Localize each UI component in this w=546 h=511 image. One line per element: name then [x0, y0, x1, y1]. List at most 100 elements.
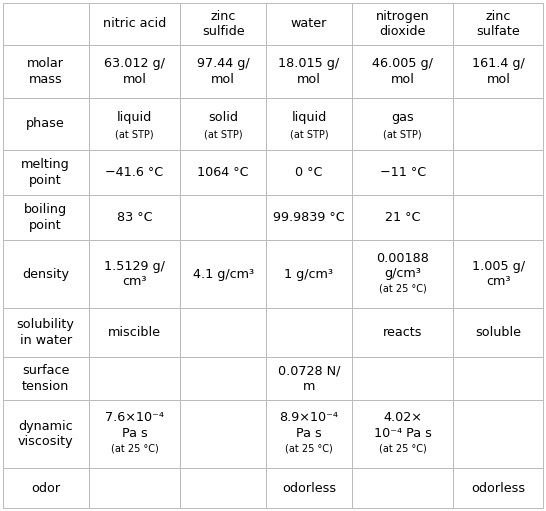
Text: 4.1 g/cm³: 4.1 g/cm³	[193, 268, 254, 281]
Text: 97.44 g/
mol: 97.44 g/ mol	[197, 57, 250, 86]
Bar	[453, 240, 543, 308]
Bar	[3, 308, 88, 357]
Text: dynamic
viscosity: dynamic viscosity	[18, 420, 74, 448]
Bar	[180, 98, 266, 150]
Bar	[180, 357, 266, 400]
Bar	[3, 400, 88, 468]
Text: liquid: liquid	[292, 111, 327, 124]
Text: (at 25 °C): (at 25 °C)	[285, 444, 333, 454]
Text: 1 g/cm³: 1 g/cm³	[284, 268, 334, 281]
Bar	[3, 98, 88, 150]
Bar	[266, 400, 352, 468]
Text: 0.00188
g/cm³: 0.00188 g/cm³	[376, 252, 429, 280]
Bar	[453, 3, 543, 45]
Bar	[352, 3, 453, 45]
Text: water: water	[291, 17, 327, 31]
Bar	[180, 240, 266, 308]
Text: (at STP): (at STP)	[204, 130, 242, 140]
Bar	[266, 308, 352, 357]
Bar	[266, 357, 352, 400]
Text: miscible: miscible	[108, 326, 161, 339]
Text: solubility
in water: solubility in water	[17, 318, 75, 347]
Text: odorless: odorless	[282, 482, 336, 495]
Text: zinc
sulfate: zinc sulfate	[477, 10, 520, 38]
Bar	[352, 45, 453, 98]
Text: phase: phase	[26, 117, 65, 130]
Text: 4.02×
10⁻⁴ Pa s: 4.02× 10⁻⁴ Pa s	[373, 411, 431, 440]
Bar	[453, 308, 543, 357]
Text: −41.6 °C: −41.6 °C	[105, 166, 163, 179]
Text: 0 °C: 0 °C	[295, 166, 323, 179]
Bar	[3, 3, 88, 45]
Text: reacts: reacts	[383, 326, 423, 339]
Bar	[352, 150, 453, 195]
Bar	[266, 240, 352, 308]
Text: (at STP): (at STP)	[115, 130, 153, 140]
Text: 161.4 g/
mol: 161.4 g/ mol	[472, 57, 525, 86]
Text: (at 25 °C): (at 25 °C)	[379, 284, 426, 294]
Bar	[352, 98, 453, 150]
Bar	[266, 45, 352, 98]
Bar	[88, 240, 180, 308]
Bar	[352, 357, 453, 400]
Bar	[88, 400, 180, 468]
Text: (at 25 °C): (at 25 °C)	[379, 444, 426, 454]
Bar	[3, 240, 88, 308]
Bar	[266, 468, 352, 508]
Text: −11 °C: −11 °C	[379, 166, 426, 179]
Bar	[453, 98, 543, 150]
Bar	[453, 45, 543, 98]
Bar	[453, 400, 543, 468]
Bar	[88, 3, 180, 45]
Bar	[88, 195, 180, 240]
Text: 99.9839 °C: 99.9839 °C	[273, 211, 345, 224]
Bar	[266, 3, 352, 45]
Text: 8.9×10⁻⁴
Pa s: 8.9×10⁻⁴ Pa s	[280, 411, 339, 440]
Text: 1.5129 g/
cm³: 1.5129 g/ cm³	[104, 260, 165, 288]
Bar	[3, 195, 88, 240]
Bar	[180, 400, 266, 468]
Text: nitrogen
dioxide: nitrogen dioxide	[376, 10, 430, 38]
Bar	[180, 45, 266, 98]
Text: 7.6×10⁻⁴
Pa s: 7.6×10⁻⁴ Pa s	[105, 411, 164, 440]
Bar	[3, 468, 88, 508]
Bar	[88, 150, 180, 195]
Text: 46.005 g/
mol: 46.005 g/ mol	[372, 57, 433, 86]
Bar	[180, 3, 266, 45]
Text: surface
tension: surface tension	[22, 364, 69, 392]
Text: (at STP): (at STP)	[383, 130, 422, 140]
Text: boiling
point: boiling point	[24, 203, 67, 232]
Text: (at 25 °C): (at 25 °C)	[110, 444, 158, 454]
Bar	[88, 468, 180, 508]
Bar	[352, 195, 453, 240]
Text: density: density	[22, 268, 69, 281]
Bar	[88, 98, 180, 150]
Bar	[352, 240, 453, 308]
Bar	[352, 400, 453, 468]
Text: odorless: odorless	[471, 482, 525, 495]
Bar	[453, 195, 543, 240]
Bar	[3, 45, 88, 98]
Bar	[266, 150, 352, 195]
Bar	[453, 357, 543, 400]
Bar	[88, 308, 180, 357]
Bar	[180, 195, 266, 240]
Text: melting
point: melting point	[21, 158, 70, 187]
Bar	[352, 308, 453, 357]
Bar	[88, 45, 180, 98]
Bar	[88, 357, 180, 400]
Text: soluble: soluble	[476, 326, 521, 339]
Bar	[266, 98, 352, 150]
Text: 1064 °C: 1064 °C	[197, 166, 249, 179]
Text: 63.012 g/
mol: 63.012 g/ mol	[104, 57, 165, 86]
Text: 1.005 g/
cm³: 1.005 g/ cm³	[472, 260, 525, 288]
Bar	[3, 357, 88, 400]
Bar	[180, 308, 266, 357]
Text: zinc
sulfide: zinc sulfide	[202, 10, 245, 38]
Bar	[266, 195, 352, 240]
Text: nitric acid: nitric acid	[103, 17, 166, 31]
Text: 18.015 g/
mol: 18.015 g/ mol	[278, 57, 340, 86]
Text: gas: gas	[391, 111, 414, 124]
Bar	[352, 468, 453, 508]
Text: solid: solid	[208, 111, 238, 124]
